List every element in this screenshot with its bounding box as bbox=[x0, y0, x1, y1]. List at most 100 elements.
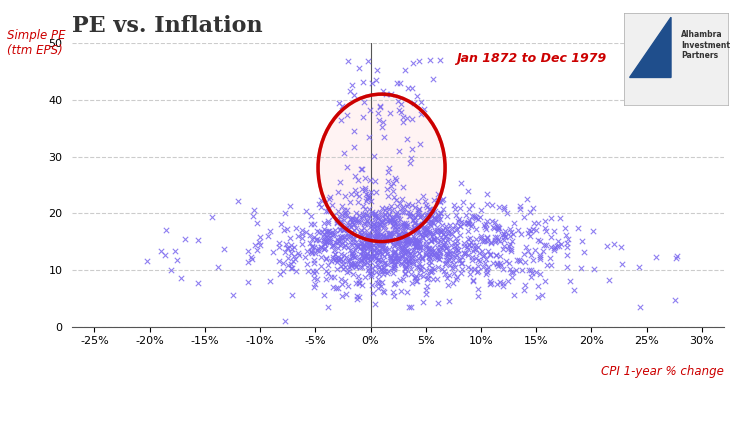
Point bbox=[367, 281, 378, 288]
Point bbox=[357, 242, 369, 249]
Point bbox=[429, 216, 441, 222]
Point bbox=[420, 225, 432, 232]
Point bbox=[486, 218, 498, 225]
Point bbox=[516, 266, 528, 273]
Point bbox=[368, 152, 380, 159]
Point bbox=[344, 216, 355, 222]
Point bbox=[530, 268, 542, 275]
Point bbox=[364, 176, 376, 183]
Point bbox=[338, 242, 350, 249]
Point bbox=[381, 218, 393, 225]
Point bbox=[426, 268, 437, 274]
Point bbox=[355, 248, 367, 255]
Point bbox=[403, 201, 415, 208]
Point bbox=[383, 164, 395, 171]
Point bbox=[292, 232, 304, 239]
Point bbox=[371, 234, 383, 240]
Point bbox=[347, 232, 359, 239]
Point bbox=[387, 216, 399, 223]
Point bbox=[498, 237, 510, 243]
Point bbox=[279, 226, 290, 233]
Point bbox=[462, 227, 474, 234]
Point bbox=[361, 259, 373, 266]
Point bbox=[388, 250, 400, 257]
Point bbox=[322, 232, 334, 239]
Point bbox=[576, 265, 588, 272]
Point bbox=[568, 287, 580, 294]
Point bbox=[318, 231, 330, 237]
Point bbox=[368, 232, 380, 239]
Point bbox=[304, 232, 316, 239]
Point bbox=[358, 229, 370, 235]
Point bbox=[159, 251, 171, 258]
Point bbox=[285, 241, 297, 248]
Point bbox=[420, 231, 432, 238]
Point bbox=[527, 226, 539, 232]
Point bbox=[300, 208, 312, 214]
Point bbox=[410, 229, 422, 236]
Point bbox=[395, 108, 407, 115]
Point bbox=[362, 267, 374, 274]
Point bbox=[296, 227, 307, 234]
Point bbox=[486, 202, 498, 209]
Point bbox=[358, 248, 370, 255]
Point bbox=[409, 273, 421, 280]
Point bbox=[386, 91, 398, 97]
Point bbox=[316, 244, 327, 250]
Point bbox=[332, 236, 344, 243]
Point bbox=[387, 180, 399, 187]
Point bbox=[392, 107, 404, 113]
Point bbox=[315, 244, 327, 250]
Point bbox=[379, 260, 391, 267]
Point bbox=[336, 239, 348, 246]
Point bbox=[399, 241, 411, 248]
Point bbox=[462, 188, 474, 195]
Point bbox=[401, 246, 412, 253]
Point bbox=[406, 115, 418, 122]
Point bbox=[545, 234, 556, 240]
Point bbox=[371, 245, 383, 252]
Point bbox=[333, 208, 344, 214]
Point bbox=[329, 231, 341, 238]
Point bbox=[412, 255, 424, 262]
Point bbox=[326, 228, 338, 235]
Point bbox=[435, 228, 446, 234]
Point bbox=[378, 210, 390, 217]
Point bbox=[327, 256, 339, 262]
Point bbox=[466, 256, 478, 263]
Point bbox=[405, 238, 417, 245]
Point bbox=[508, 269, 520, 276]
Point bbox=[406, 226, 418, 232]
Point bbox=[418, 230, 430, 237]
Point bbox=[426, 233, 437, 240]
Point bbox=[415, 266, 427, 273]
Point bbox=[358, 219, 370, 226]
Point bbox=[340, 264, 352, 270]
Point bbox=[357, 203, 369, 210]
Point bbox=[282, 245, 294, 251]
Point bbox=[403, 213, 415, 219]
Point bbox=[375, 244, 387, 250]
Point bbox=[420, 291, 432, 298]
Point bbox=[391, 220, 403, 227]
Point bbox=[400, 256, 412, 263]
Point bbox=[669, 297, 681, 304]
Point bbox=[401, 233, 413, 240]
Point bbox=[432, 275, 443, 282]
Point bbox=[360, 253, 372, 260]
Point bbox=[532, 219, 544, 226]
Point bbox=[273, 258, 285, 264]
Point bbox=[470, 215, 482, 221]
Point bbox=[344, 263, 356, 269]
Point bbox=[437, 206, 449, 213]
Point bbox=[398, 222, 410, 229]
Point bbox=[416, 233, 428, 240]
Point bbox=[345, 262, 357, 269]
Point bbox=[454, 232, 466, 239]
Point bbox=[371, 230, 383, 237]
Point bbox=[426, 237, 437, 244]
Point bbox=[414, 213, 426, 220]
Point bbox=[412, 210, 424, 217]
Point bbox=[313, 245, 324, 251]
Point bbox=[331, 220, 343, 226]
